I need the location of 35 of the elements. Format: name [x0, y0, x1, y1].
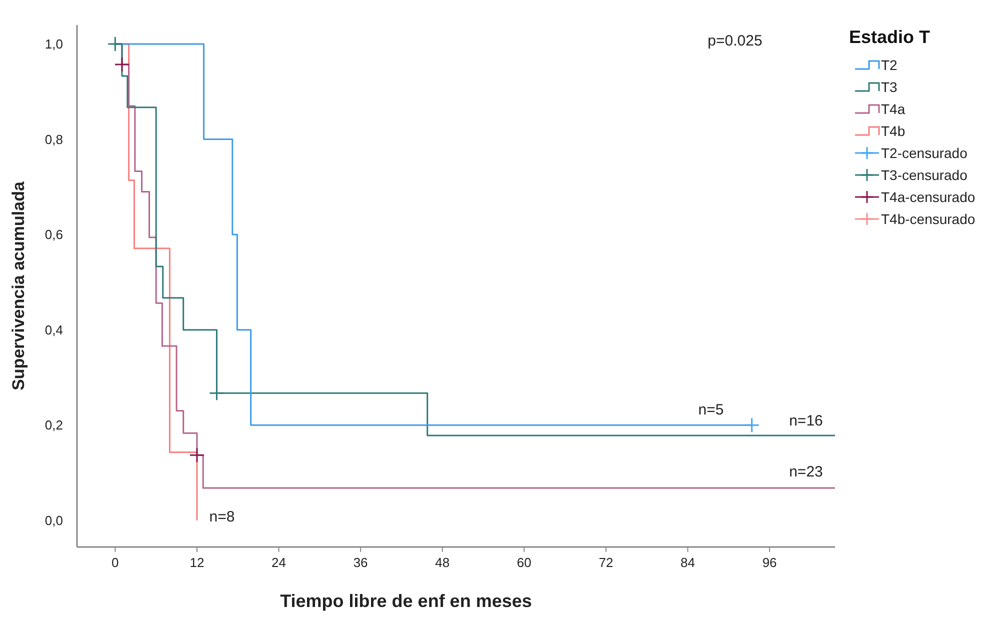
- legend-label: T2-censurado: [881, 144, 968, 161]
- x-tick-label: 60: [516, 555, 532, 570]
- x-tick-label: 36: [353, 555, 368, 570]
- x-tick-label: 12: [190, 555, 204, 570]
- legend-title: Estadio T: [849, 27, 930, 47]
- annotation: n=8: [209, 508, 235, 526]
- x-tick-label: 84: [680, 555, 695, 570]
- legend-label: T2: [881, 56, 898, 73]
- x-tick-label: 96: [762, 555, 777, 570]
- x-tick-label: 0: [112, 555, 119, 570]
- annotation: n=16: [789, 412, 823, 430]
- legend-label: T4a: [881, 100, 906, 117]
- legend-label: T3: [881, 78, 898, 95]
- y-tick-label: 0,4: [44, 322, 63, 338]
- annotation: n=23: [789, 463, 823, 480]
- legend-label: T4a-censurado: [881, 188, 976, 205]
- y-tick-label: 0,0: [44, 512, 63, 528]
- y-tick-label: 0,8: [44, 132, 63, 147]
- x-tick-label: 48: [435, 555, 450, 570]
- point: [189, 447, 205, 463]
- legend-label: T3-censurado: [881, 166, 968, 183]
- y-tick-label: 0,6: [44, 227, 63, 242]
- annotation: n=5: [698, 401, 724, 418]
- x-axis-title: Tiempo libre de enf en meses: [280, 591, 532, 611]
- x-tick-label: 72: [598, 555, 614, 570]
- point: [744, 417, 760, 433]
- y-tick-label: 1,0: [44, 36, 63, 52]
- point: [107, 36, 123, 52]
- legend-label: T4b: [881, 122, 906, 139]
- x-tick-label: 24: [272, 555, 286, 570]
- point: [114, 56, 130, 72]
- y-axis-title: Supervivencia acumulada: [9, 181, 28, 390]
- annotation: p=0.025: [708, 32, 762, 50]
- legend-label: T4b-censurado: [881, 210, 976, 227]
- y-tick-label: 0,2: [44, 418, 63, 433]
